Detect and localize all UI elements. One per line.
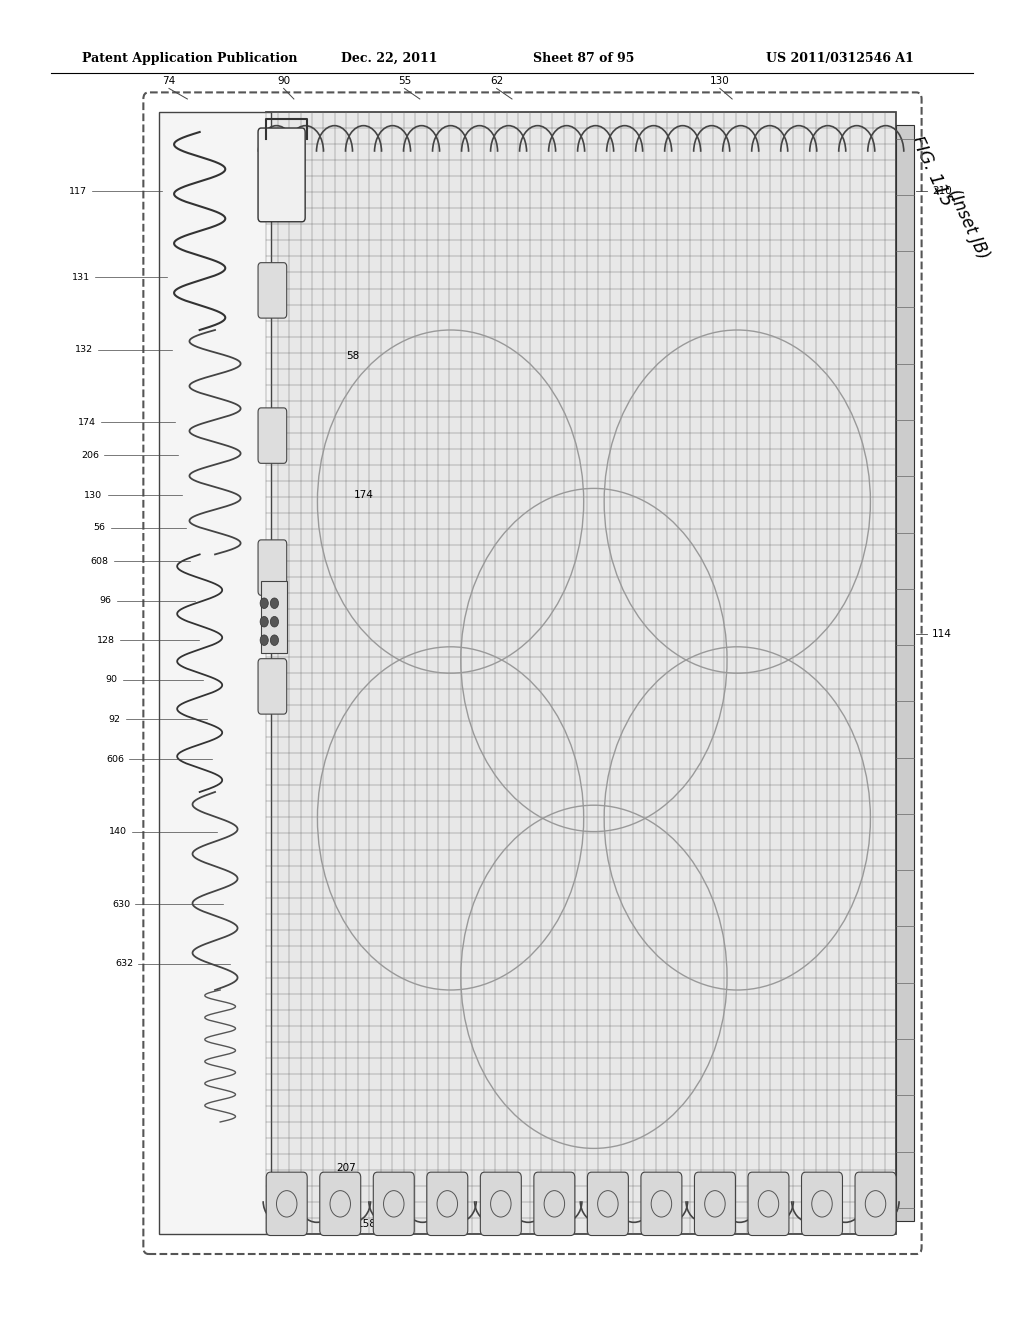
FancyBboxPatch shape bbox=[855, 1172, 896, 1236]
FancyBboxPatch shape bbox=[374, 1172, 415, 1236]
FancyBboxPatch shape bbox=[258, 128, 305, 222]
Text: 114: 114 bbox=[932, 628, 951, 639]
FancyBboxPatch shape bbox=[266, 1172, 307, 1236]
Text: 128: 128 bbox=[96, 636, 115, 644]
Text: 630: 630 bbox=[112, 900, 130, 908]
FancyBboxPatch shape bbox=[480, 1172, 521, 1236]
Circle shape bbox=[260, 616, 268, 627]
FancyBboxPatch shape bbox=[258, 408, 287, 463]
Text: 56: 56 bbox=[93, 524, 105, 532]
FancyBboxPatch shape bbox=[694, 1172, 735, 1236]
Text: 62: 62 bbox=[490, 75, 503, 86]
Text: 158: 158 bbox=[356, 1218, 377, 1229]
Bar bbox=[261, 581, 287, 653]
Text: 174: 174 bbox=[78, 418, 96, 426]
Text: 58: 58 bbox=[347, 351, 359, 362]
Text: 74: 74 bbox=[163, 75, 175, 86]
Bar bbox=[896, 125, 914, 1221]
FancyBboxPatch shape bbox=[258, 540, 287, 595]
Text: 55: 55 bbox=[398, 75, 411, 86]
Text: 132: 132 bbox=[75, 346, 93, 354]
Circle shape bbox=[260, 598, 268, 609]
FancyBboxPatch shape bbox=[319, 1172, 360, 1236]
FancyBboxPatch shape bbox=[802, 1172, 843, 1236]
Text: 206: 206 bbox=[81, 451, 99, 459]
Circle shape bbox=[270, 616, 279, 627]
Text: Sheet 87 of 95: Sheet 87 of 95 bbox=[534, 51, 634, 65]
Text: US 2011/0312546 A1: US 2011/0312546 A1 bbox=[766, 51, 913, 65]
Text: 140: 140 bbox=[109, 828, 127, 836]
Text: 90: 90 bbox=[105, 676, 118, 684]
Text: Dec. 22, 2011: Dec. 22, 2011 bbox=[341, 51, 437, 65]
Text: 90: 90 bbox=[278, 75, 290, 86]
FancyBboxPatch shape bbox=[748, 1172, 788, 1236]
FancyBboxPatch shape bbox=[534, 1172, 574, 1236]
Text: 96: 96 bbox=[99, 597, 112, 605]
Text: 92: 92 bbox=[109, 715, 121, 723]
Circle shape bbox=[270, 598, 279, 609]
FancyBboxPatch shape bbox=[588, 1172, 629, 1236]
FancyBboxPatch shape bbox=[258, 263, 287, 318]
Bar bbox=[266, 112, 896, 1234]
Text: 210: 210 bbox=[932, 186, 951, 197]
Bar bbox=[159, 112, 271, 1234]
Circle shape bbox=[260, 635, 268, 645]
FancyBboxPatch shape bbox=[641, 1172, 682, 1236]
Text: 606: 606 bbox=[105, 755, 124, 763]
Text: FIG. 115: FIG. 115 bbox=[907, 133, 956, 210]
Circle shape bbox=[270, 635, 279, 645]
FancyBboxPatch shape bbox=[427, 1172, 468, 1236]
Text: (Inset JB): (Inset JB) bbox=[944, 186, 991, 263]
Text: 117: 117 bbox=[69, 187, 87, 195]
Text: 130: 130 bbox=[710, 75, 730, 86]
Text: 207: 207 bbox=[336, 1163, 356, 1173]
Text: 632: 632 bbox=[115, 960, 133, 968]
FancyBboxPatch shape bbox=[258, 659, 287, 714]
Text: Patent Application Publication: Patent Application Publication bbox=[82, 51, 297, 65]
Text: 130: 130 bbox=[84, 491, 102, 499]
Text: 608: 608 bbox=[90, 557, 109, 565]
Text: 131: 131 bbox=[72, 273, 90, 281]
Text: 174: 174 bbox=[353, 490, 374, 500]
